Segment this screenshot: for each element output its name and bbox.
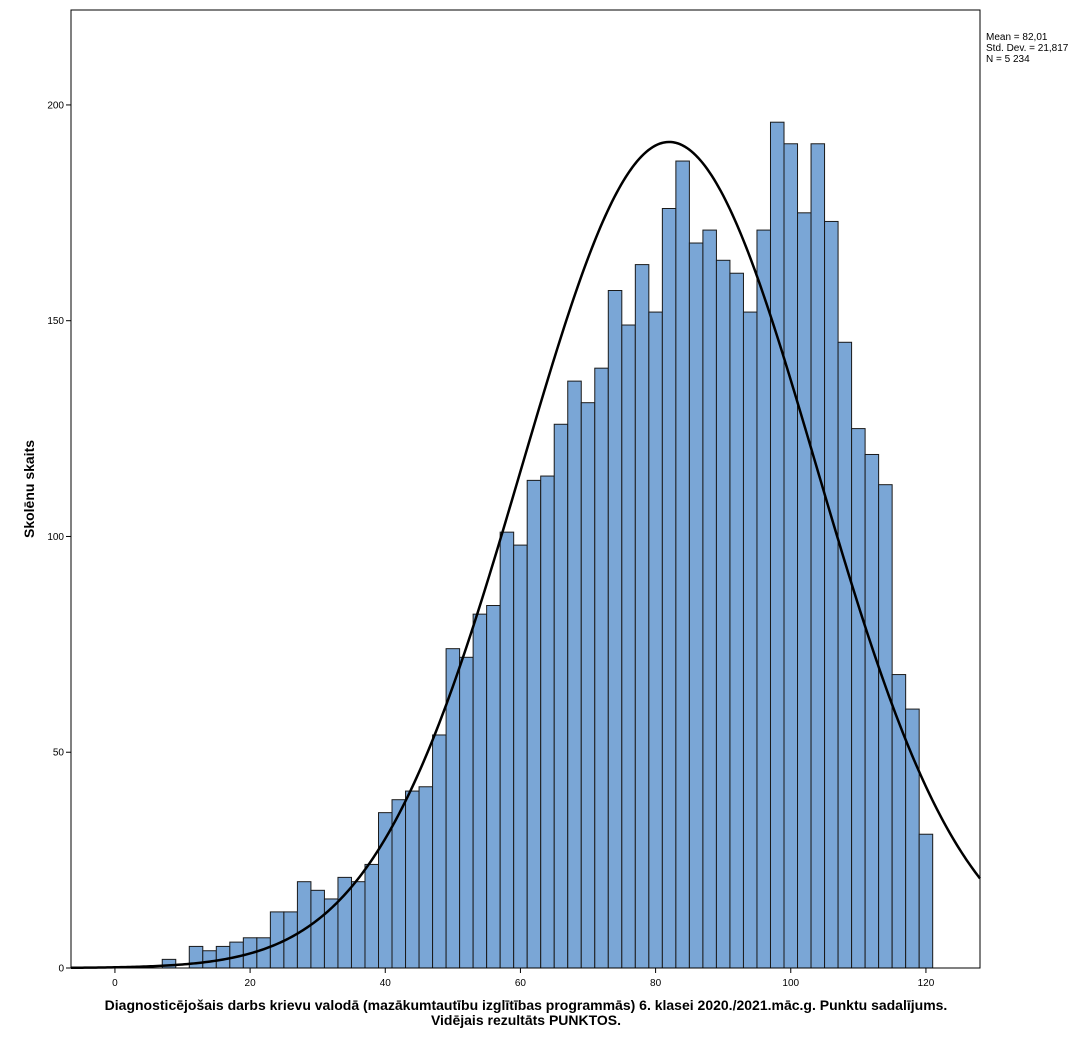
histogram-bar <box>364 863 380 969</box>
histogram-bar <box>607 290 623 969</box>
histogram-bar <box>472 613 488 969</box>
histogram-bar <box>756 229 771 969</box>
histogram-bar <box>405 790 420 969</box>
y-axis-title: Skolēnu skaits <box>21 440 37 538</box>
histogram-bar <box>783 143 799 969</box>
histogram-bar <box>688 242 704 969</box>
histogram-bar <box>513 544 528 969</box>
histogram-bar <box>486 605 501 969</box>
x-tick-label: 120 <box>918 978 935 989</box>
histogram-bar <box>661 208 677 969</box>
histogram-bar <box>310 889 325 969</box>
histogram-bar <box>269 911 285 969</box>
histogram-bar <box>824 220 839 969</box>
histogram-bar <box>526 479 542 969</box>
x-tick-label: 20 <box>245 978 257 989</box>
histogram-bar <box>675 160 690 969</box>
histogram-bar <box>459 656 474 969</box>
histogram-bar <box>215 945 231 969</box>
y-axis: 0 50 100 150 200 <box>47 100 71 975</box>
histogram-bar <box>769 121 785 969</box>
histogram-bar <box>797 212 812 969</box>
bars <box>161 121 934 969</box>
plot-frame <box>70 9 981 969</box>
histogram-bar <box>851 428 866 969</box>
histogram-bar <box>702 229 717 969</box>
histogram-bar <box>499 531 515 969</box>
histogram-bar <box>864 453 880 969</box>
histogram-bar <box>594 367 609 969</box>
x-axis: 0 20 40 60 80 100 120 <box>112 968 935 989</box>
x-tick-label: 0 <box>112 978 118 989</box>
histogram-bar <box>202 950 217 969</box>
histogram-bar <box>878 484 893 969</box>
stats-n: N = 5 234 <box>986 54 1030 65</box>
y-tick-label: 100 <box>47 532 64 543</box>
x-tick-label: 80 <box>650 978 662 989</box>
histogram-bar <box>378 812 393 969</box>
y-tick-label: 150 <box>47 316 64 327</box>
histogram-bar <box>418 786 434 969</box>
histogram-bar <box>350 881 366 969</box>
histogram-bar <box>891 674 907 969</box>
x-tick-label: 60 <box>515 978 527 989</box>
histogram-bar <box>715 259 731 969</box>
histogram-bar <box>729 272 744 969</box>
histogram-bar <box>810 143 826 969</box>
histogram-bar <box>432 734 447 969</box>
stats-mean: Mean = 82,01 <box>986 32 1048 43</box>
histogram-bar <box>256 937 271 969</box>
histogram-bar <box>837 341 853 969</box>
x-tick-label: 100 <box>782 978 799 989</box>
x-tick-label: 40 <box>380 978 392 989</box>
histogram-bar <box>621 324 636 969</box>
histogram-bar <box>567 380 582 969</box>
histogram-bar <box>540 475 555 969</box>
x-axis-title-line1: Diagnosticējošais darbs krievu valodā (m… <box>105 997 948 1013</box>
histogram-bar <box>634 264 650 969</box>
y-tick-label: 200 <box>47 100 64 111</box>
normal-curve <box>70 140 981 970</box>
histogram-bar <box>742 311 758 969</box>
y-tick-label: 50 <box>53 748 65 759</box>
histogram-bar <box>553 423 569 969</box>
y-tick-label: 0 <box>58 964 64 975</box>
histogram-bar <box>580 402 596 969</box>
x-axis-title-line2: Vidējais rezultāts PUNKTOS. <box>431 1012 621 1028</box>
stats-std-dev: Std. Dev. = 21,817 <box>986 43 1069 54</box>
histogram-bar <box>648 311 663 969</box>
histogram-bar <box>918 833 934 969</box>
